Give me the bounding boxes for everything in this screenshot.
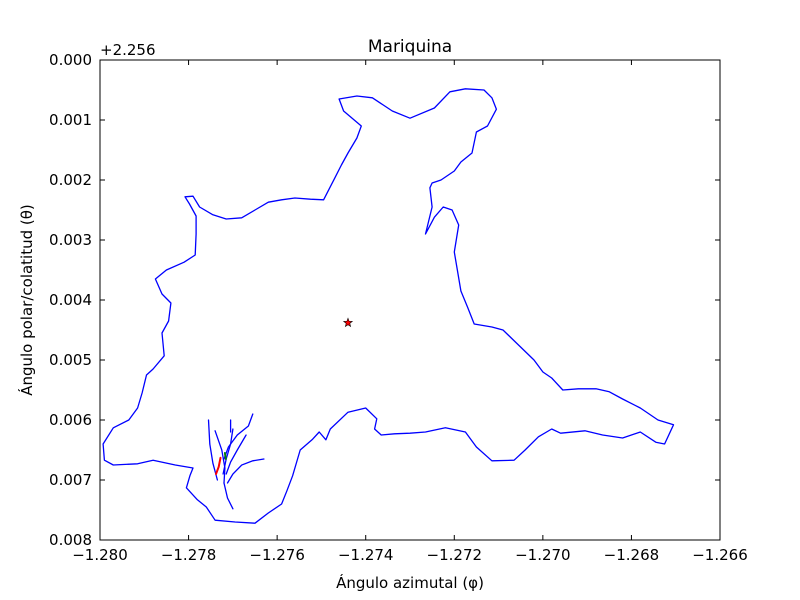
x-tick-label: −1.278 <box>161 546 217 564</box>
y-tick-label: 0.007 <box>49 471 92 489</box>
x-tick-label: −1.266 <box>692 546 748 564</box>
center-star-marker <box>342 317 354 328</box>
y-tick-label: 0.002 <box>49 171 92 189</box>
x-tick-label: −1.280 <box>72 546 128 564</box>
y-tick-label: 0.003 <box>49 231 92 249</box>
x-tick-label: −1.268 <box>604 546 660 564</box>
y-tick-label: 0.006 <box>49 411 92 429</box>
x-axis-label: Ángulo azimutal (φ) <box>336 573 484 592</box>
y-tick-label: 0.005 <box>49 351 92 369</box>
inner-feature-line-1 <box>207 419 219 481</box>
inner-feature-line-6 <box>226 458 265 484</box>
inner-feature-line-7 <box>223 482 234 510</box>
inner-feature-line-3 <box>222 428 234 475</box>
chart-title: Mariquina <box>368 37 452 57</box>
boundary-line <box>102 88 675 524</box>
x-tick-label: −1.270 <box>515 546 571 564</box>
plot-content <box>102 88 675 524</box>
inner-feature-line-4 <box>223 413 254 460</box>
y-tick-label: 0.001 <box>49 111 92 129</box>
x-axis: −1.280 −1.278 −1.276 −1.274 −1.272 −1.270 −1.2… <box>72 60 748 564</box>
x-tick-label: −1.274 <box>338 546 394 564</box>
y-axis-label: Ángulo polar/colatitud (θ) <box>17 204 36 396</box>
y-axis: 0.000 0.001 0.002 0.003 0.004 0.005 0.006 0.007… <box>49 51 720 549</box>
y-tick-label: 0.004 <box>49 291 92 309</box>
y-offset-label: +2.256 <box>100 41 156 59</box>
inner-feature-line-9 <box>215 456 222 475</box>
inner-feature-line-5 <box>225 434 247 475</box>
y-tick-label: 0.000 <box>49 51 92 69</box>
x-tick-label: −1.276 <box>249 546 305 564</box>
y-tick-label: 0.008 <box>49 531 92 549</box>
inner-feature-line-10 <box>223 452 227 460</box>
x-tick-label: −1.272 <box>427 546 483 564</box>
